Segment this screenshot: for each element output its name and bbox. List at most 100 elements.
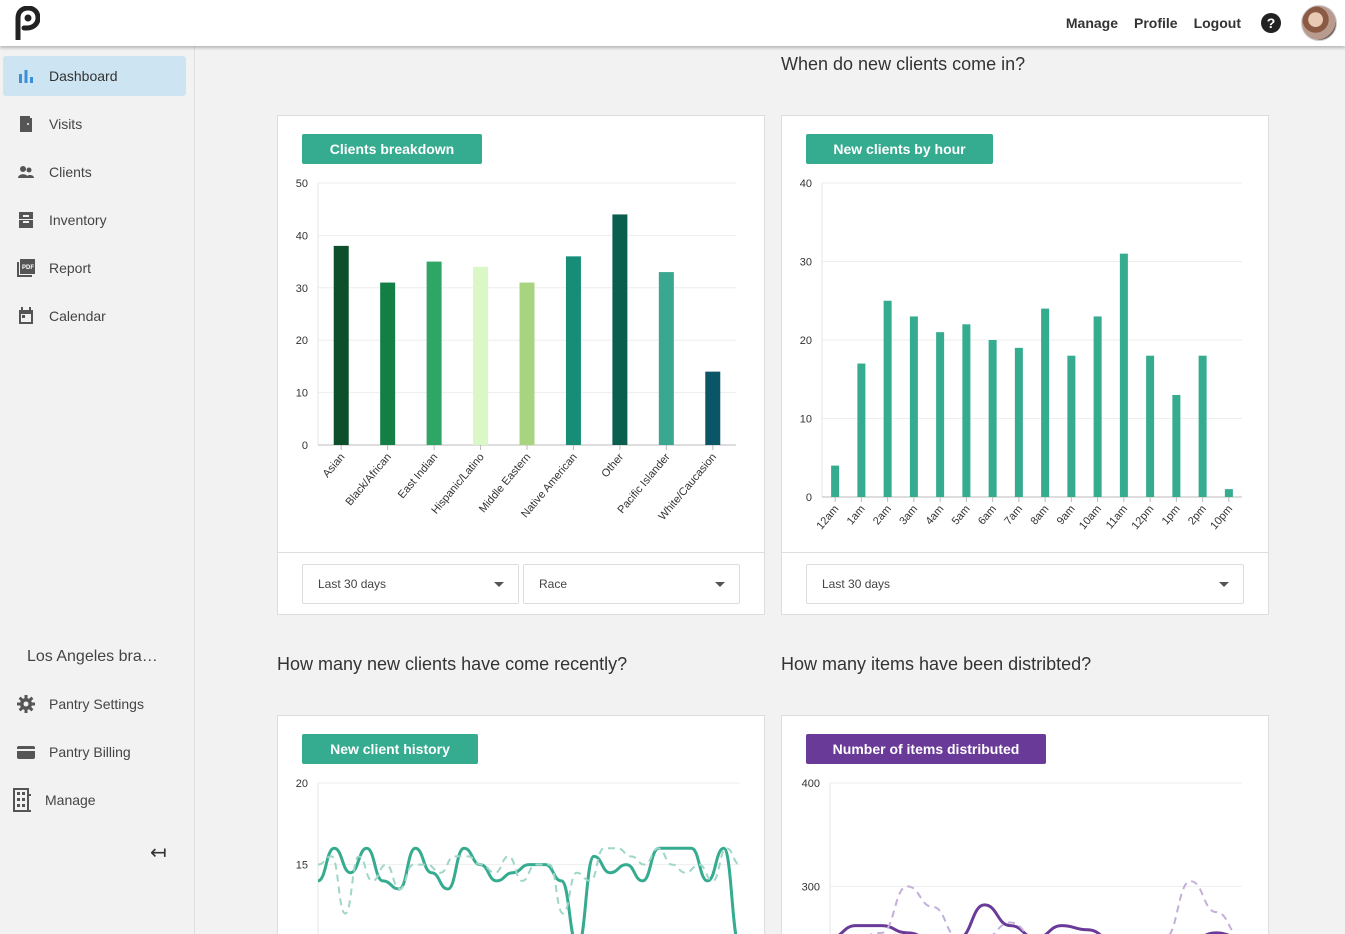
bar bbox=[1093, 316, 1102, 497]
x-tick-label: Asian bbox=[321, 451, 348, 480]
section-title-new-clients-when: When do new clients come in? bbox=[781, 54, 1026, 74]
clients-breakdown-card: Clients breakdown 0 10 20 30 40 50 Asian Black/… bbox=[277, 115, 765, 615]
sidebar-item-pantry-settings[interactable]: Pantry Settings bbox=[3, 684, 186, 724]
x-tick-label: 10pm bbox=[1208, 503, 1235, 532]
group-select[interactable]: Race bbox=[523, 564, 740, 604]
y-tick-label: 10 bbox=[296, 388, 308, 400]
new-clients-by-hour-card: New clients by hour 0 10 20 30 40 12am 1am 2am 3… bbox=[781, 115, 1269, 615]
branch-name[interactable]: Los Angeles bra… bbox=[27, 648, 158, 665]
app-logo-icon[interactable] bbox=[14, 6, 40, 40]
x-tick-label: 10am bbox=[1077, 503, 1104, 532]
building-icon bbox=[13, 788, 31, 812]
x-tick-label: 3am bbox=[897, 503, 920, 527]
x-tick-label: 5am bbox=[950, 503, 973, 527]
bar bbox=[519, 282, 535, 445]
x-tick-label: 6am bbox=[976, 503, 999, 527]
sidebar-item-label: Calendar bbox=[49, 308, 106, 324]
manage-link[interactable]: Manage bbox=[1065, 15, 1118, 31]
sidebar-item-clients[interactable]: Clients bbox=[3, 152, 186, 192]
series-line-previous bbox=[869, 880, 1236, 934]
bar bbox=[1067, 355, 1076, 497]
bar bbox=[705, 371, 721, 445]
wallet-icon bbox=[17, 743, 35, 761]
sidebar-item-label: Clients bbox=[49, 164, 92, 180]
svg-text:PDF: PDF bbox=[22, 265, 34, 271]
select-value: Last 30 days bbox=[318, 577, 387, 591]
bar bbox=[1041, 308, 1050, 497]
x-tick-label: 1pm bbox=[1160, 503, 1183, 527]
sidebar-item-label: Visits bbox=[49, 116, 83, 132]
cabinet-icon bbox=[17, 211, 35, 229]
bar bbox=[883, 300, 892, 497]
sidebar-item-label: Manage bbox=[45, 792, 96, 808]
y-tick-label: 20 bbox=[800, 335, 812, 347]
series-line-current bbox=[317, 846, 738, 934]
x-tick-label: 1am bbox=[845, 503, 868, 527]
avatar[interactable] bbox=[1301, 5, 1337, 41]
chevron-down-icon bbox=[494, 582, 504, 587]
help-icon[interactable]: ? bbox=[1261, 13, 1281, 33]
chevron-down-icon bbox=[1219, 582, 1229, 587]
sidebar-item-manage[interactable]: Manage bbox=[3, 780, 186, 820]
y-tick-label: 0 bbox=[806, 492, 812, 504]
bar bbox=[1146, 355, 1155, 497]
select-value: Race bbox=[539, 577, 568, 591]
range-select[interactable]: Last 30 days bbox=[302, 564, 519, 604]
x-tick-label: 8am bbox=[1028, 503, 1051, 527]
x-tick-label: 12pm bbox=[1130, 503, 1157, 532]
logout-link[interactable]: Logout bbox=[1193, 15, 1241, 31]
x-tick-label: Other bbox=[599, 451, 626, 480]
sidebar-item-calendar[interactable]: Calendar bbox=[3, 296, 186, 336]
range-select[interactable]: Last 30 days bbox=[806, 564, 1244, 604]
bar bbox=[909, 316, 918, 497]
y-tick-label: 20 bbox=[296, 778, 308, 790]
bar bbox=[936, 332, 945, 497]
profile-link[interactable]: Profile bbox=[1134, 15, 1178, 31]
x-tick-label: Black/African bbox=[344, 451, 394, 508]
top-nav: Manage Profile Logout ? bbox=[1066, 0, 1345, 46]
card-footer: Last 30 days bbox=[782, 552, 1268, 614]
bar bbox=[988, 340, 997, 497]
card-title: Number of items distributed bbox=[806, 734, 1046, 764]
sidebar-item-pantry-billing[interactable]: Pantry Billing bbox=[3, 732, 186, 772]
y-tick-label: 50 bbox=[296, 178, 308, 190]
pdf-icon: PDF bbox=[17, 259, 35, 277]
calendar-icon bbox=[17, 307, 35, 325]
y-tick-label: 30 bbox=[800, 257, 812, 269]
sidebar-item-label: Report bbox=[49, 260, 92, 276]
bar bbox=[1119, 253, 1128, 497]
y-tick-label: 40 bbox=[296, 230, 308, 242]
x-tick-label: 7am bbox=[1002, 503, 1025, 527]
section-title-recent-clients: How many new clients have come recently? bbox=[277, 654, 628, 674]
bar bbox=[1172, 394, 1181, 497]
y-tick-label: 40 bbox=[800, 178, 812, 190]
bar bbox=[831, 465, 840, 497]
bar bbox=[473, 266, 489, 445]
sidebar-item-visits[interactable]: Visits bbox=[3, 104, 186, 144]
x-tick-label: 9am bbox=[1055, 503, 1078, 527]
door-icon bbox=[17, 115, 35, 133]
items-distributed-card: Number of items distributed 300 400 bbox=[781, 715, 1269, 934]
y-tick-label: 400 bbox=[802, 778, 820, 790]
section-title-items-distributed: How many items have been distribted? bbox=[781, 654, 1092, 674]
bar bbox=[1198, 355, 1207, 497]
x-tick-label: 2pm bbox=[1186, 503, 1209, 527]
bar bbox=[380, 282, 396, 445]
sidebar-item-label: Pantry Billing bbox=[49, 744, 131, 760]
bar bbox=[962, 324, 971, 497]
sidebar-item-report[interactable]: PDF Report bbox=[3, 248, 186, 288]
bar bbox=[658, 272, 674, 445]
sidebar: Dashboard Visits Clients Inventory PDF R… bbox=[0, 46, 195, 934]
sidebar-item-dashboard[interactable]: Dashboard bbox=[3, 56, 186, 96]
collapse-sidebar-icon[interactable]: ↤ bbox=[150, 842, 167, 864]
bar bbox=[333, 245, 349, 445]
sidebar-item-inventory[interactable]: Inventory bbox=[3, 200, 186, 240]
card-title: New clients by hour bbox=[806, 134, 993, 164]
series-line-current bbox=[837, 903, 1230, 934]
bar bbox=[426, 261, 442, 445]
bar bbox=[565, 256, 581, 445]
sidebar-item-label: Pantry Settings bbox=[49, 696, 144, 712]
people-icon bbox=[17, 163, 35, 181]
